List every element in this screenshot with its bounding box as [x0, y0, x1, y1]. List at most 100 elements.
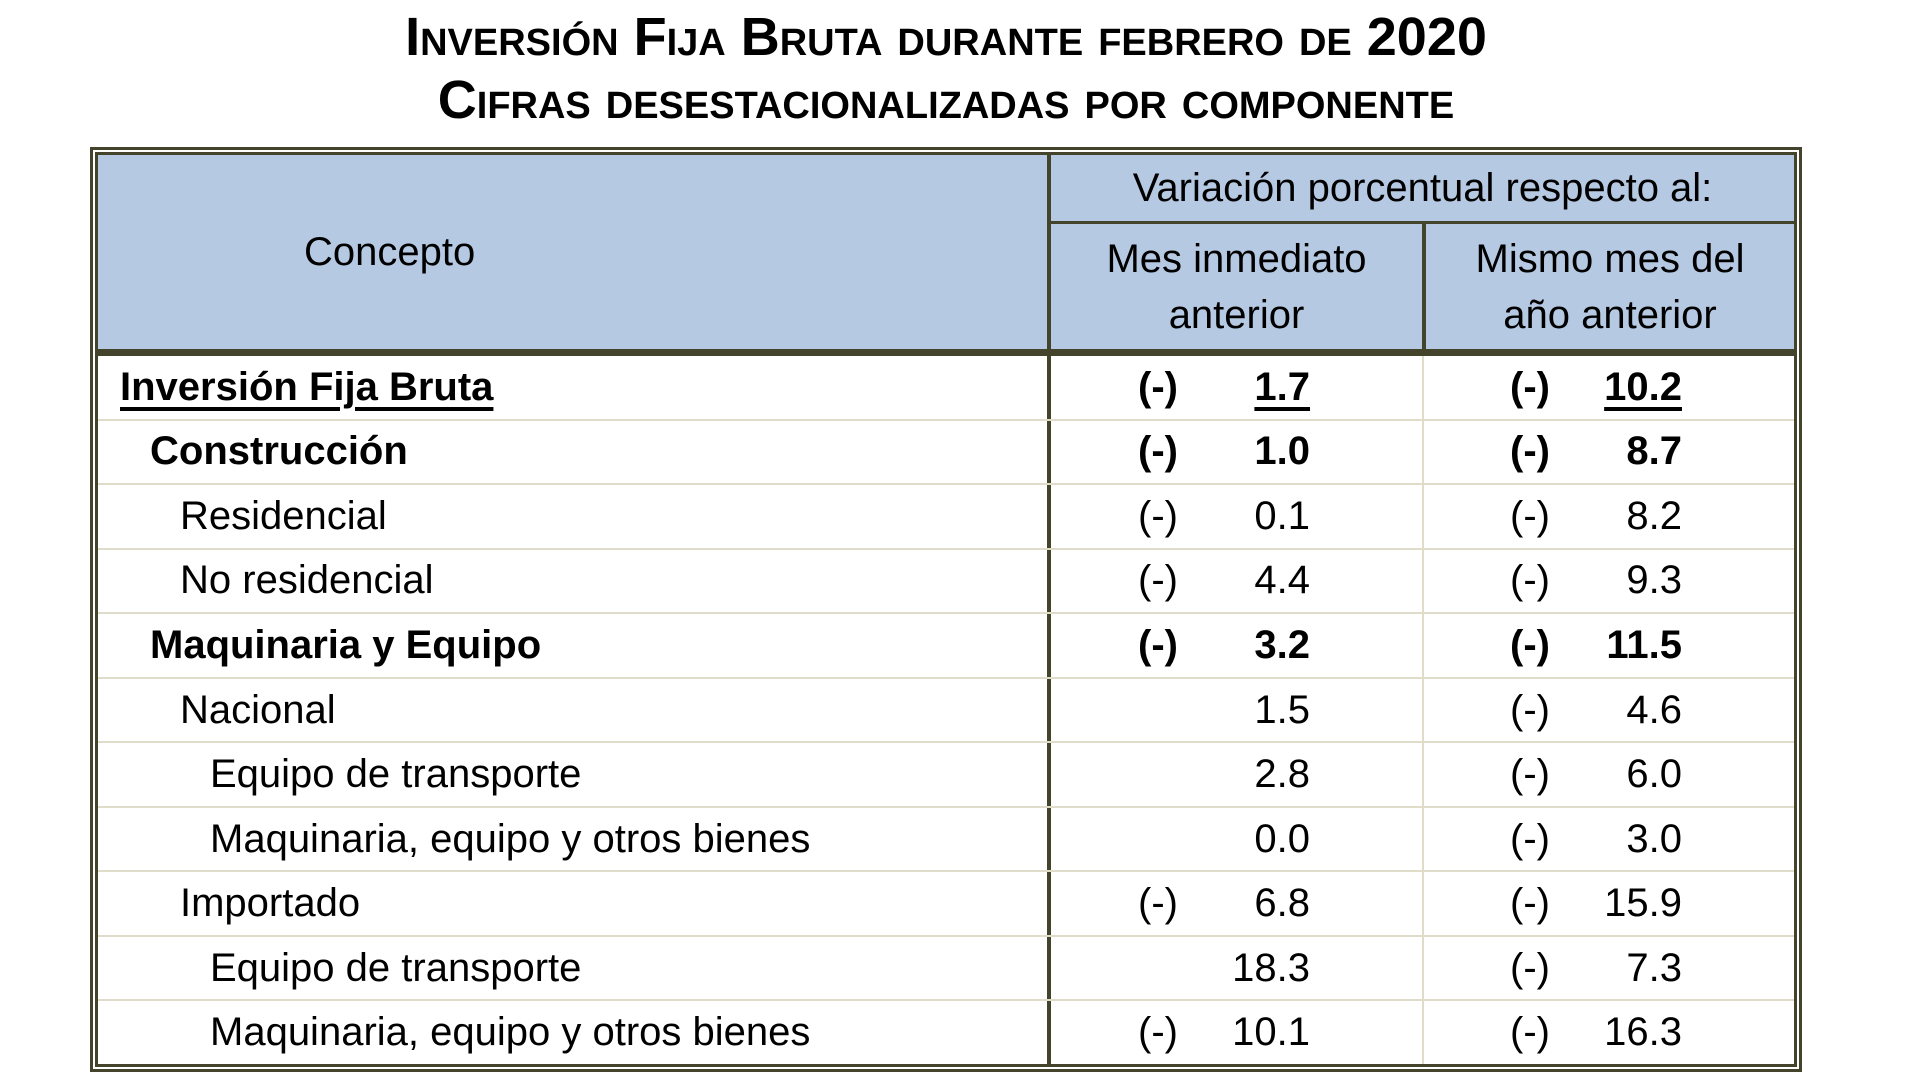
table-row: Equipo de transporte 2.8 (-) 6.0	[98, 741, 1794, 806]
value-number: 2.8	[1254, 752, 1310, 797]
table-row: Equipo de transporte 18.3 (-) 7.3	[98, 934, 1794, 1000]
negative-sign: (-)	[1510, 881, 1550, 926]
negative-sign: (-)	[1510, 558, 1550, 603]
col-header-mismo-mes-line1: Mismo mes del	[1475, 236, 1745, 281]
col-header-mismo-mes: Mismo mes del año anterior	[1422, 224, 1794, 349]
value-number: 10.1	[1232, 1010, 1310, 1055]
concept-label: Equipo de transporte	[210, 752, 582, 797]
concept-cell: Residencial	[98, 485, 1051, 548]
value-number: 8.7	[1626, 429, 1682, 474]
value-number: 3.2	[1254, 622, 1310, 667]
table-row: Importado (-) 6.8 (-) 15.9	[98, 870, 1794, 935]
value-number: 4.6	[1626, 687, 1682, 732]
negative-sign: (-)	[1510, 687, 1550, 732]
value-number: 9.3	[1626, 558, 1682, 603]
value-cell-mismo-mes: (-) 6.0	[1422, 743, 1794, 806]
value-number: 4.4	[1254, 558, 1310, 603]
concept-label: Residencial	[180, 493, 387, 538]
value-number: 0.0	[1254, 816, 1310, 861]
table-row: Maquinaria, equipo y otros bienes 0.0 (-…	[98, 805, 1794, 871]
concept-cell: Nacional	[98, 678, 1051, 742]
concept-cell: Maquinaria y Equipo	[98, 614, 1051, 677]
value-cell-mes-inmediato: 2.8	[1051, 743, 1422, 806]
variation-header-group: Variación porcentual respecto al: Mes in…	[1051, 155, 1794, 349]
concept-header-label: Concepto	[304, 229, 476, 274]
negative-sign: (-)	[1138, 493, 1178, 538]
concept-cell: Maquinaria, equipo y otros bienes	[98, 1001, 1051, 1065]
concept-cell: Equipo de transporte	[98, 936, 1051, 1000]
value-number: 1.7	[1254, 364, 1310, 409]
concept-cell: Equipo de transporte	[98, 743, 1051, 806]
value-cell-mes-inmediato: (-) 3.2	[1051, 614, 1422, 677]
page-title-line-1: Inversión Fija Bruta durante febrero de …	[405, 7, 1487, 67]
value-number: 6.0	[1626, 752, 1682, 797]
value-number: 18.3	[1232, 945, 1310, 990]
negative-sign: (-)	[1510, 1010, 1550, 1055]
variation-header-label: Variación porcentual respecto al:	[1132, 165, 1713, 210]
table-row: No residencial (-) 4.4 (-) 9.3	[98, 547, 1794, 613]
concept-cell: No residencial	[98, 549, 1051, 613]
col-header-mes-inmediato-line2: anterior	[1168, 292, 1305, 337]
table-row: Residencial (-) 0.1 (-) 8.2	[98, 483, 1794, 548]
value-cell-mes-inmediato: (-) 4.4	[1051, 550, 1422, 613]
value-cell-mismo-mes: (-) 11.5	[1422, 614, 1794, 677]
value-cell-mismo-mes: (-) 4.6	[1422, 678, 1794, 742]
value-number: 7.3	[1626, 945, 1682, 990]
page-title: Inversión Fija Bruta durante febrero de …	[90, 6, 1802, 132]
value-cell-mes-inmediato: (-) 10.1	[1051, 1001, 1422, 1064]
negative-sign: (-)	[1510, 752, 1550, 797]
value-cell-mismo-mes: (-) 10.2	[1422, 356, 1794, 419]
concept-label: Maquinaria, equipo y otros bienes	[210, 1010, 811, 1055]
concept-label: Importado	[180, 881, 361, 926]
negative-sign: (-)	[1138, 1010, 1178, 1055]
table-row: Maquinaria y Equipo (-) 3.2 (-) 11.5	[98, 612, 1794, 677]
negative-sign: (-)	[1510, 622, 1550, 667]
table-header: Concepto Variación porcentual respecto a…	[98, 155, 1794, 356]
variation-header-cell: Variación porcentual respecto al:	[1051, 155, 1794, 224]
negative-sign: (-)	[1138, 622, 1178, 667]
table-row: Inversión Fija Bruta (-) 1.7 (-) 10.2	[98, 356, 1794, 419]
value-cell-mes-inmediato: (-) 1.7	[1051, 356, 1422, 419]
value-cell-mes-inmediato: (-) 0.1	[1051, 485, 1422, 548]
negative-sign: (-)	[1138, 558, 1178, 603]
value-number: 6.8	[1254, 881, 1310, 926]
negative-sign: (-)	[1510, 429, 1550, 474]
negative-sign: (-)	[1138, 881, 1178, 926]
value-number: 1.0	[1254, 429, 1310, 474]
concept-label: Maquinaria, equipo y otros bienes	[210, 816, 811, 861]
value-cell-mismo-mes: (-) 9.3	[1422, 549, 1794, 613]
concept-cell: Inversión Fija Bruta	[98, 356, 1051, 419]
value-cell-mes-inmediato: (-) 6.8	[1051, 872, 1422, 935]
value-cell-mismo-mes: (-) 8.2	[1422, 485, 1794, 548]
concept-header-cell: Concepto	[98, 155, 1051, 349]
value-cell-mismo-mes: (-) 3.0	[1422, 807, 1794, 871]
value-cell-mismo-mes: (-) 16.3	[1422, 1001, 1794, 1065]
value-cell-mismo-mes: (-) 7.3	[1422, 936, 1794, 1000]
table-row: Nacional 1.5 (-) 4.6	[98, 676, 1794, 742]
concept-label: Equipo de transporte	[210, 945, 582, 990]
value-cell-mismo-mes: (-) 15.9	[1422, 872, 1794, 935]
value-number: 15.9	[1604, 881, 1682, 926]
negative-sign: (-)	[1138, 429, 1178, 474]
value-number: 0.1	[1254, 493, 1310, 538]
value-number: 1.5	[1254, 687, 1310, 732]
col-header-mismo-mes-line2: año anterior	[1503, 292, 1717, 337]
page-title-line-2: Cifras desestacionalizadas por component…	[437, 70, 1455, 130]
concept-label: No residencial	[180, 558, 434, 603]
value-number: 11.5	[1606, 622, 1682, 667]
negative-sign: (-)	[1510, 493, 1550, 538]
value-number: 8.2	[1626, 493, 1682, 538]
concept-cell: Construcción	[98, 420, 1051, 484]
concept-cell: Importado	[98, 872, 1051, 935]
value-cell-mes-inmediato: 0.0	[1051, 808, 1422, 871]
concept-label: Construcción	[150, 429, 408, 474]
concept-label: Inversión Fija Bruta	[120, 364, 494, 409]
table-row: Maquinaria, equipo y otros bienes (-) 10…	[98, 999, 1794, 1065]
negative-sign: (-)	[1138, 364, 1178, 409]
column-headers: Mes inmediato anterior Mismo mes del año…	[1051, 224, 1794, 349]
negative-sign: (-)	[1510, 945, 1550, 990]
value-cell-mismo-mes: (-) 8.7	[1422, 420, 1794, 484]
negative-sign: (-)	[1510, 816, 1550, 861]
value-cell-mes-inmediato: (-) 1.0	[1051, 421, 1422, 484]
concept-cell: Maquinaria, equipo y otros bienes	[98, 807, 1051, 871]
